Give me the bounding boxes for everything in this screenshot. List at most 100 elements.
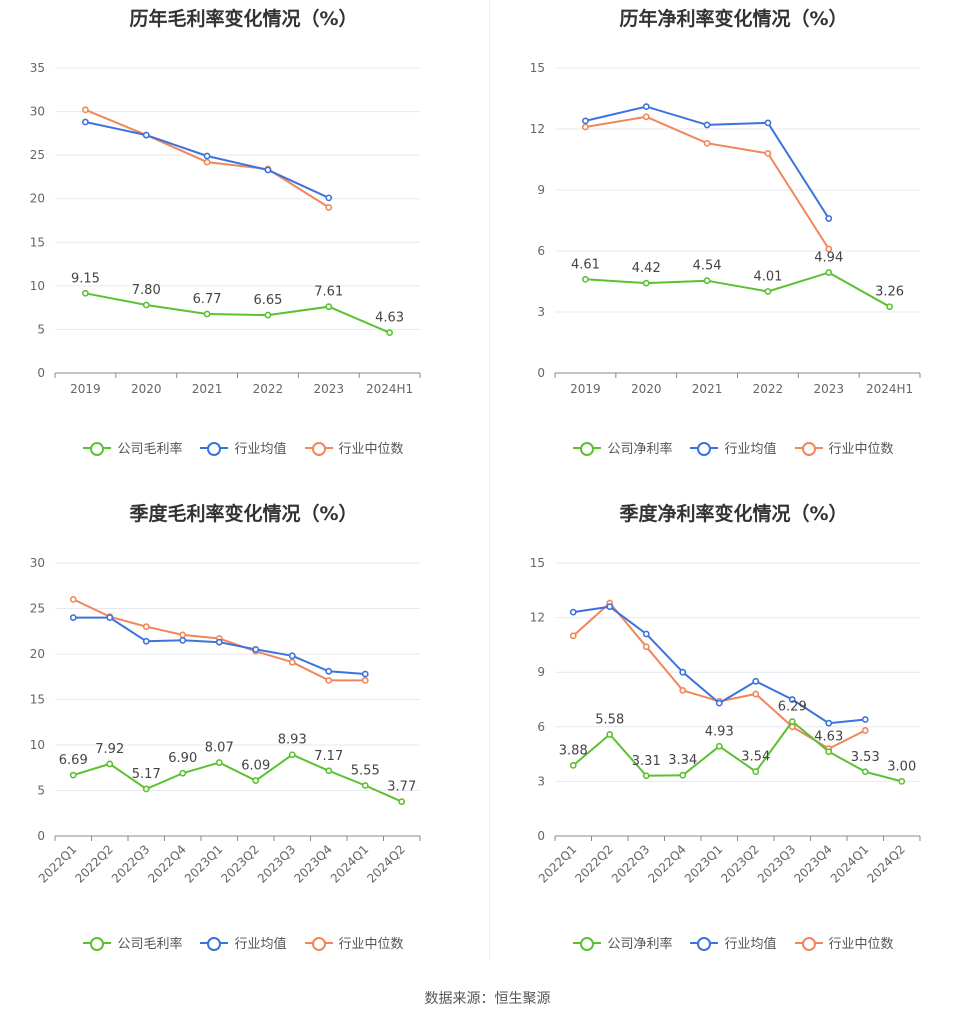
data-point — [788, 696, 796, 703]
series-line — [572, 720, 903, 783]
chart-panel-annual-net-margin: 历年净利率变化情况（%） 0 3 6 9 12 15 2019 2020 2021 2022 202… — [490, 0, 975, 490]
data-point — [69, 596, 77, 603]
legend-item-average[interactable]: 行业均值 — [200, 933, 287, 952]
legend-item-company[interactable]: 公司毛利率 — [83, 438, 182, 457]
data-point — [142, 623, 150, 631]
data-label: 4.42 — [632, 261, 661, 276]
data-point — [361, 782, 369, 789]
data-label: 8.07 — [205, 741, 234, 756]
legend-item-company[interactable]: 公司净利率 — [573, 438, 672, 457]
data-label: 5.58 — [595, 712, 624, 727]
data-point — [715, 742, 723, 750]
data-point — [886, 303, 893, 311]
data-point — [764, 119, 772, 127]
x-tick-label: 2022 — [253, 382, 284, 396]
y-tick-label: 9 — [537, 665, 545, 679]
y-tick-label: 30 — [30, 556, 45, 570]
data-point — [569, 632, 577, 640]
legend-item-company[interactable]: 公司净利率 — [573, 933, 672, 952]
data-point — [82, 118, 89, 126]
legend-item-average[interactable]: 行业均值 — [690, 933, 777, 952]
data-point — [142, 637, 150, 645]
x-tick-label: 2023 — [313, 382, 344, 396]
y-tick-label: 5 — [37, 322, 45, 336]
legend-marker-icon — [83, 936, 112, 951]
legend: 公司毛利率 行业均值 行业中位数 — [0, 438, 487, 457]
data-point — [703, 121, 711, 129]
legend-item-average[interactable]: 行业均值 — [690, 438, 777, 457]
data-label: 4.63 — [375, 311, 404, 326]
legend: 公司毛利率 行业均值 行业中位数 — [0, 933, 487, 952]
data-point — [606, 603, 614, 611]
data-point — [679, 771, 687, 779]
data-label: 4.94 — [814, 251, 843, 266]
data-point — [825, 719, 833, 727]
legend-item-median[interactable]: 行业中位数 — [304, 933, 404, 952]
data-point — [179, 769, 187, 777]
y-tick-label: 25 — [30, 602, 45, 616]
x-tick-label: 2023Q2 — [718, 842, 762, 886]
data-point — [215, 638, 223, 646]
x-tick-label: 2022Q1 — [36, 842, 80, 886]
data-point — [764, 288, 772, 295]
x-tick-label: 2024Q1 — [828, 842, 872, 886]
data-label: 6.29 — [778, 700, 807, 715]
x-tick-label: 2022Q4 — [645, 842, 689, 886]
data-label: 4.61 — [571, 257, 600, 272]
data-point — [582, 123, 589, 131]
data-point — [582, 275, 589, 283]
y-tick-label: 35 — [30, 61, 45, 75]
data-point — [252, 777, 260, 784]
y-tick-label: 15 — [530, 61, 545, 75]
data-point — [764, 149, 772, 157]
data-label: 6.09 — [241, 759, 270, 774]
data-label: 6.69 — [59, 753, 88, 768]
data-label: 4.93 — [705, 724, 734, 739]
legend-item-median[interactable]: 行业中位数 — [794, 933, 894, 952]
x-tick-label: 2024H1 — [366, 382, 413, 396]
data-label: 5.17 — [132, 767, 161, 782]
legend-marker-icon — [200, 441, 229, 456]
data-label: 4.01 — [753, 269, 782, 284]
y-tick-label: 15 — [30, 693, 45, 707]
legend-marker-icon — [690, 936, 719, 951]
chart-title: 历年净利率变化情况（%） — [619, 8, 848, 30]
series-line — [73, 616, 366, 675]
x-tick-label: 2022Q2 — [72, 842, 116, 886]
chart-title: 季度毛利率变化情况（%） — [129, 503, 358, 525]
legend-label: 行业均值 — [234, 442, 287, 457]
data-point — [69, 614, 77, 621]
legend-label: 公司毛利率 — [117, 442, 183, 457]
legend-marker-icon — [304, 441, 333, 456]
legend-marker-icon — [794, 441, 823, 456]
panel-divider — [489, 0, 490, 960]
data-label: 8.93 — [278, 733, 307, 748]
x-tick-label: 2024Q2 — [864, 842, 908, 886]
chart-svg: 036912152022Q12022Q22022Q32022Q42023Q120… — [530, 556, 921, 886]
x-tick-label: 2023 — [813, 382, 844, 396]
legend-item-median[interactable]: 行业中位数 — [794, 438, 894, 457]
legend-marker-icon — [690, 441, 719, 456]
data-point — [386, 329, 393, 337]
data-label: 7.17 — [314, 749, 343, 764]
legend-item-median[interactable]: 行业中位数 — [304, 438, 404, 457]
data-label: 3.77 — [387, 780, 416, 795]
data-point — [142, 785, 150, 793]
data-point — [325, 303, 333, 311]
x-tick-label: 2024Q2 — [364, 842, 408, 886]
data-point — [288, 652, 296, 660]
legend-label: 行业均值 — [234, 937, 287, 952]
legend-marker-icon — [83, 441, 112, 456]
data-point — [825, 245, 833, 253]
data-label: 4.63 — [814, 730, 843, 745]
data-point — [825, 269, 833, 276]
legend-label: 公司毛利率 — [117, 937, 183, 952]
y-tick-label: 30 — [30, 105, 45, 119]
data-label: 3.31 — [632, 754, 661, 769]
legend-item-average[interactable]: 行业均值 — [200, 438, 287, 457]
data-label: 3.88 — [559, 743, 588, 758]
legend-item-company[interactable]: 公司毛利率 — [83, 933, 182, 952]
y-tick-label: 0 — [537, 829, 545, 843]
data-point — [69, 771, 77, 779]
data-label: 7.92 — [95, 742, 124, 757]
